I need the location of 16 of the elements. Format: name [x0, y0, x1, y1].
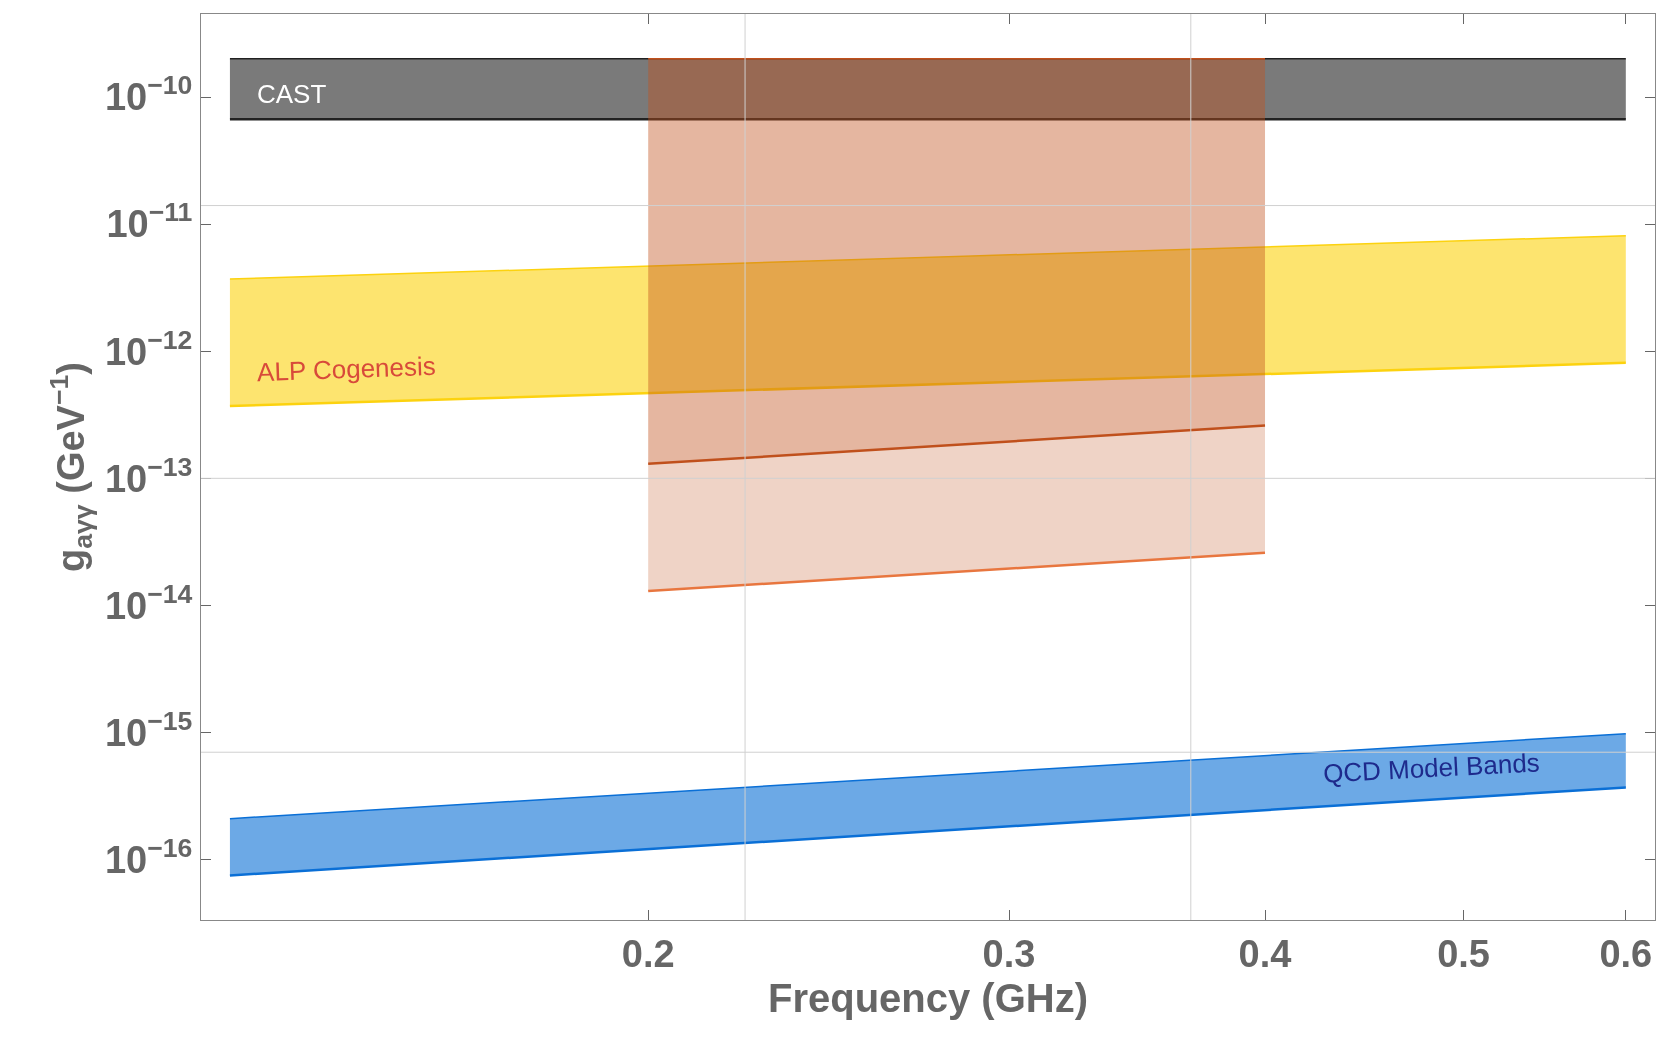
y-tick-label: 10$^{−15}$	[104, 705, 193, 754]
y-tick-label: 10$^{−12}$	[104, 324, 193, 373]
y-tick-label: 10$^{−11}$	[106, 197, 193, 246]
y-tick-label: 10$^{−13}$	[104, 451, 193, 500]
y-tick-label: 10$^{−14}$	[104, 578, 193, 627]
x-tick-label: 0.3	[982, 932, 1036, 975]
y-tick-label: 10$^{−10}$	[104, 70, 193, 119]
x-tick-label: 0.2	[621, 932, 675, 975]
x-tick-label: 0.6	[1599, 932, 1653, 975]
annotation: QCD Model Bands	[1322, 747, 1541, 789]
x-tick-label: 0.5	[1437, 932, 1490, 975]
x-tick-label: 0.4	[1238, 932, 1292, 975]
annotation: ALP Cogenesis	[256, 350, 437, 388]
y-tick-label: 10$^{−16}$	[104, 832, 193, 881]
annotation: CAST	[257, 79, 327, 109]
x-axis-title: Frequency (GHz)	[767, 976, 1089, 1021]
